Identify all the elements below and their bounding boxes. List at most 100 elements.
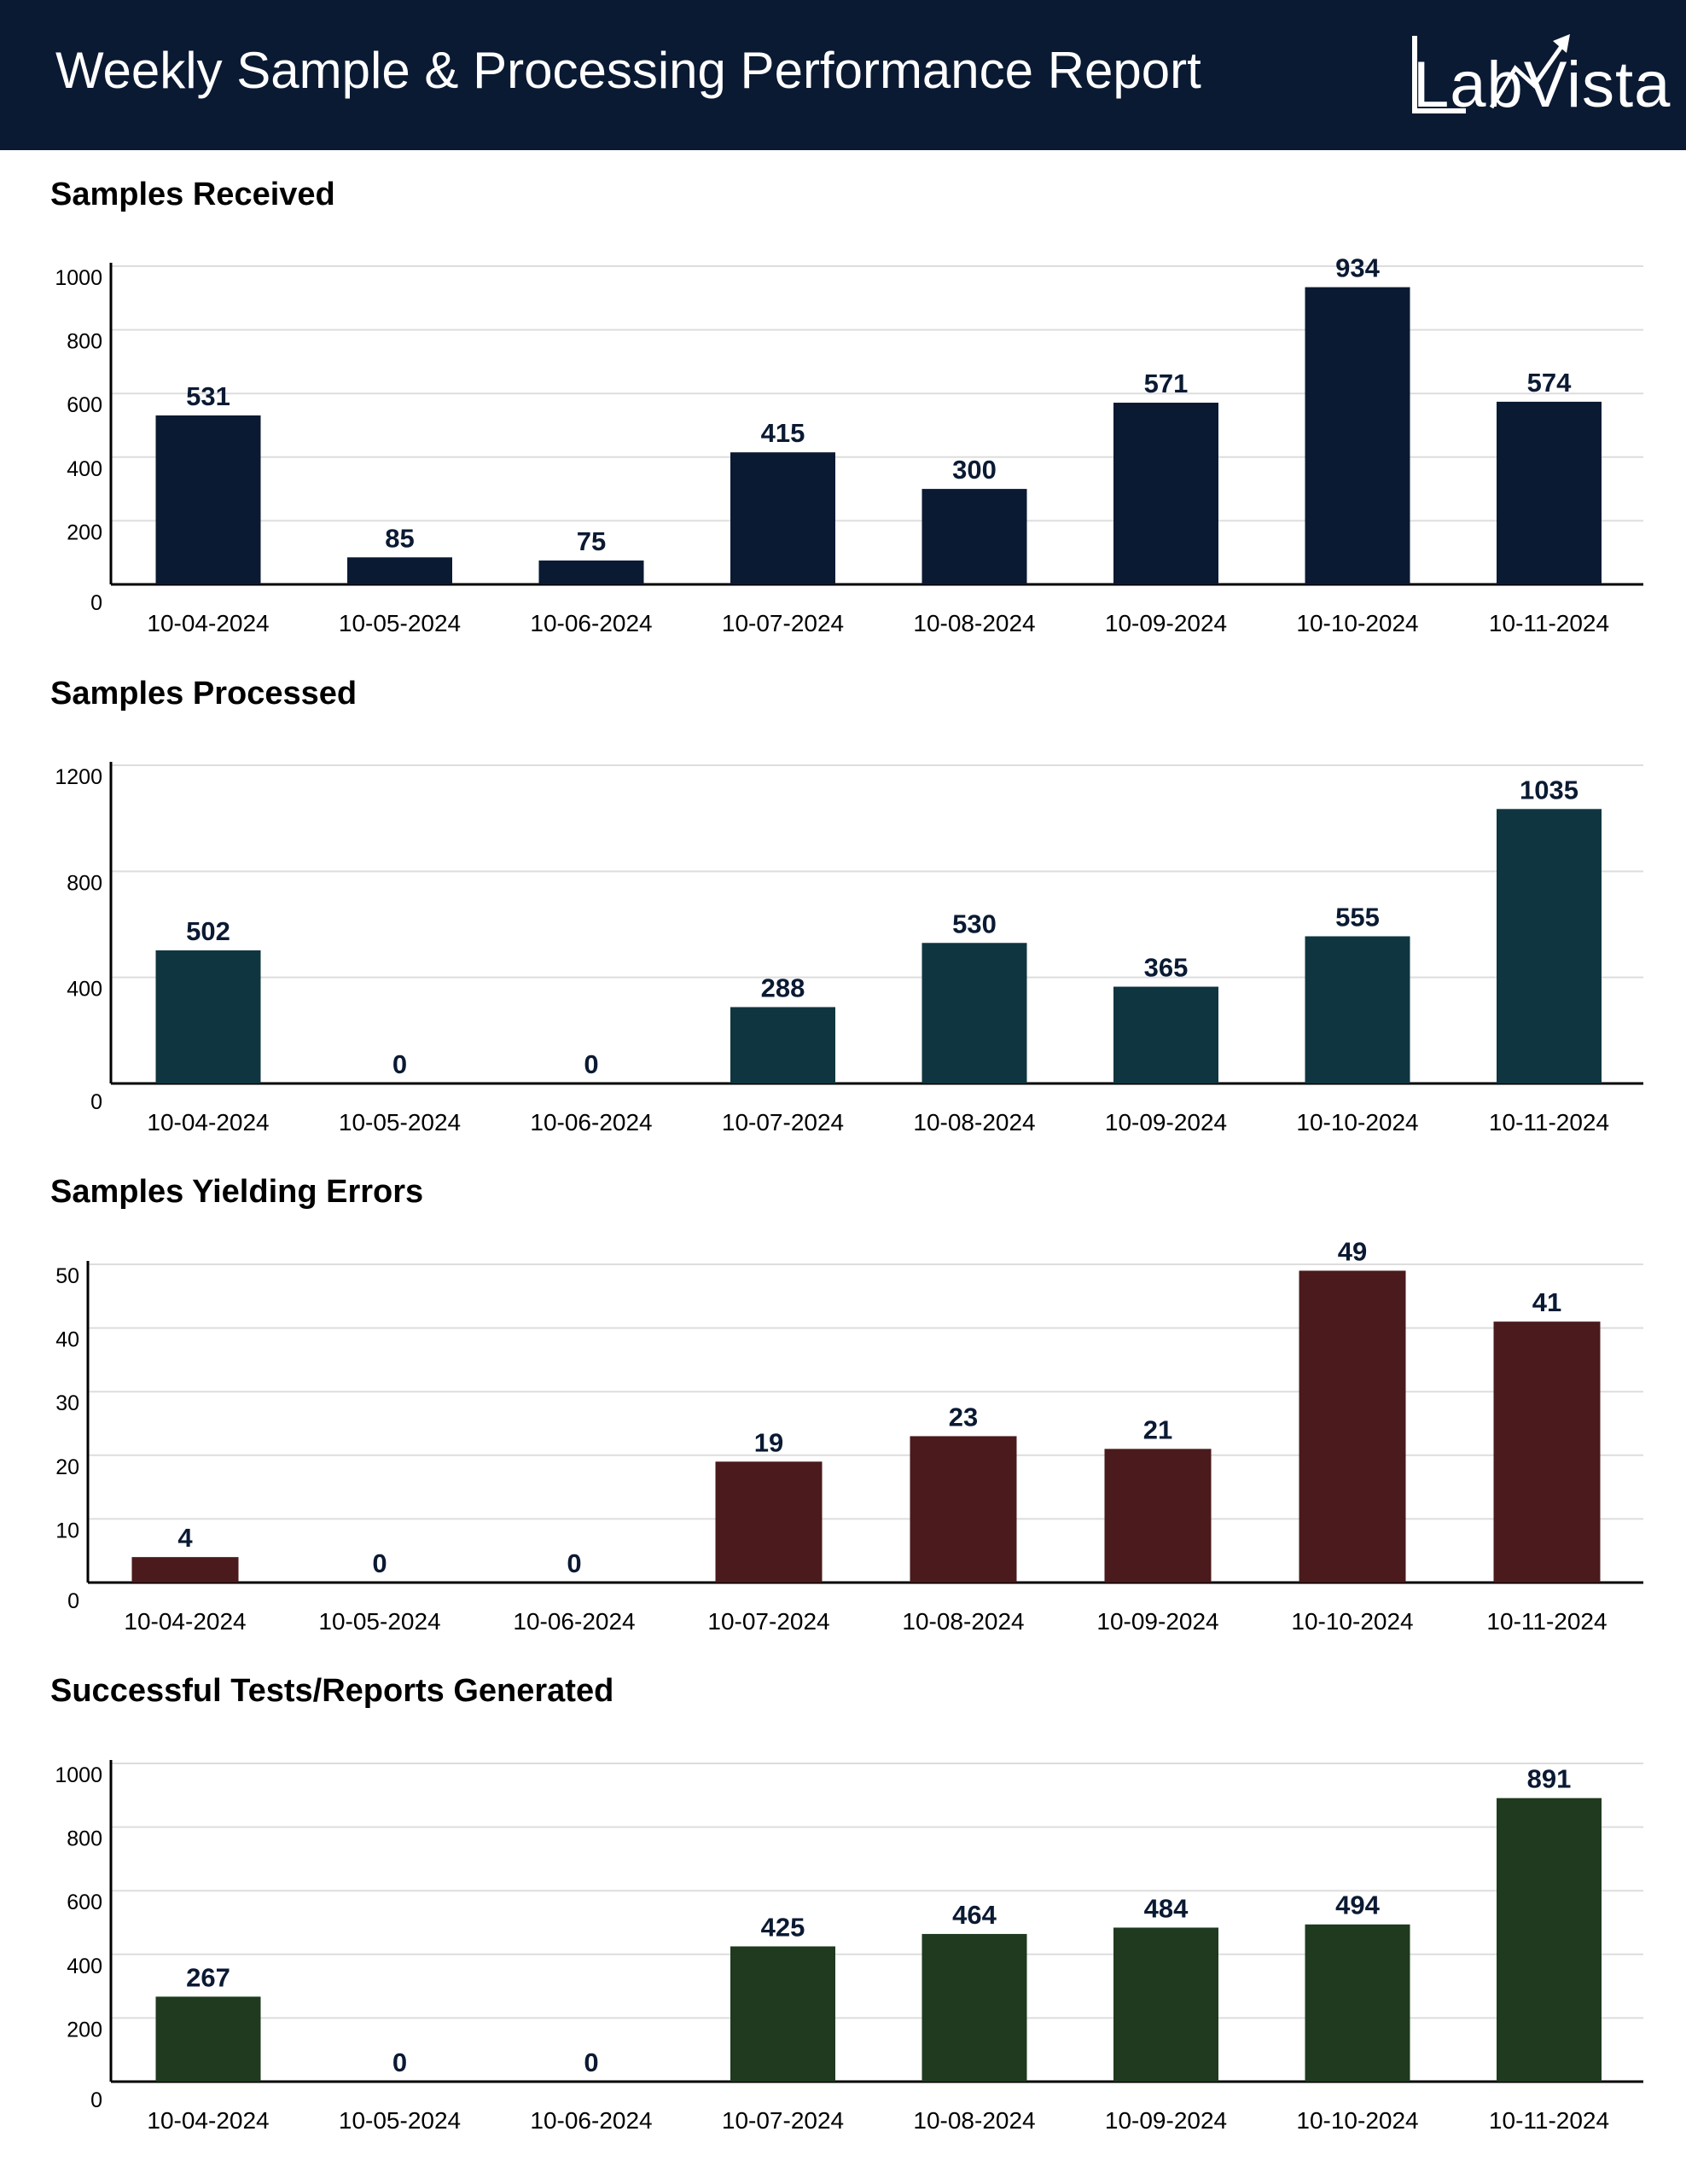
bar <box>910 1436 1017 1583</box>
y-tick-label: 600 <box>67 1891 102 1914</box>
x-tick-label: 10-06-2024 <box>513 1608 635 1635</box>
x-tick-label: 10-07-2024 <box>707 1608 829 1635</box>
bar-value-label: 502 <box>186 916 230 946</box>
y-tick-label: 1000 <box>55 266 102 290</box>
bar <box>1113 403 1218 584</box>
bar-value-label: 415 <box>761 418 805 448</box>
x-tick-label: 10-06-2024 <box>530 2107 652 2134</box>
bar-value-label: 934 <box>1335 253 1380 283</box>
x-tick-label: 10-06-2024 <box>530 1109 652 1136</box>
labvista-logo: LabVista <box>1406 26 1670 125</box>
bar-value-label: 0 <box>584 2048 598 2077</box>
y-tick-label: 50 <box>55 1264 79 1288</box>
y-tick-label: 40 <box>55 1328 79 1352</box>
x-tick-label: 10-10-2024 <box>1296 1109 1418 1136</box>
y-tick-label: 200 <box>67 2018 102 2042</box>
bar <box>1113 1927 1218 2082</box>
bar <box>921 489 1027 584</box>
y-tick-label: 600 <box>67 393 102 417</box>
x-tick-label: 10-10-2024 <box>1291 1608 1413 1635</box>
bar <box>1299 1270 1406 1583</box>
bar-value-label: 484 <box>1144 1893 1189 1923</box>
y-tick-label: 20 <box>55 1455 79 1479</box>
y-tick-label: 0 <box>90 591 102 615</box>
x-tick-label: 10-06-2024 <box>530 610 652 636</box>
x-tick-label: 10-07-2024 <box>722 1109 844 1136</box>
bar <box>1497 1798 1602 2082</box>
x-tick-label: 10-05-2024 <box>339 610 461 636</box>
y-tick-label: 0 <box>90 2088 102 2112</box>
bar <box>1497 809 1602 1083</box>
x-tick-label: 10-04-2024 <box>147 610 269 636</box>
logo-text: LabVista <box>1413 49 1671 121</box>
bar-value-label: 4 <box>177 1523 193 1553</box>
bar <box>155 1996 261 2082</box>
bar-value-label: 300 <box>952 455 997 485</box>
x-tick-label: 10-11-2024 <box>1489 610 1609 636</box>
y-tick-label: 0 <box>90 1090 102 1114</box>
bar-value-label: 571 <box>1144 369 1189 398</box>
x-tick-label: 10-07-2024 <box>722 2107 844 2134</box>
bar-value-label: 0 <box>392 2048 407 2077</box>
x-tick-label: 10-08-2024 <box>913 610 1035 636</box>
chart-title-successful-tests: Successful Tests/Reports Generated <box>50 1673 614 1709</box>
bar-value-label: 0 <box>567 1548 581 1578</box>
y-tick-label: 800 <box>67 330 102 354</box>
x-tick-label: 10-11-2024 <box>1489 2107 1609 2134</box>
y-tick-label: 800 <box>67 871 102 895</box>
bar-value-label: 891 <box>1527 1764 1572 1794</box>
y-tick-label: 400 <box>67 1955 102 1978</box>
x-tick-label: 10-04-2024 <box>124 1608 246 1635</box>
bar <box>131 1557 239 1583</box>
bar-value-label: 555 <box>1335 902 1380 932</box>
x-tick-label: 10-09-2024 <box>1105 2107 1227 2134</box>
bar-value-label: 75 <box>577 526 606 556</box>
bar-value-label: 494 <box>1335 1891 1380 1920</box>
chart-title-samples-received: Samples Received <box>50 177 335 212</box>
y-tick-label: 1000 <box>55 1763 102 1787</box>
chart-title-samples-yielding-errors: Samples Yielding Errors <box>50 1174 424 1210</box>
y-tick-label: 30 <box>55 1391 79 1415</box>
logo-mark <box>1412 34 1570 113</box>
bar-value-label: 21 <box>1143 1414 1172 1444</box>
x-tick-label: 10-04-2024 <box>147 1109 269 1136</box>
bar-value-label: 0 <box>392 1049 407 1079</box>
bar-value-label: 531 <box>186 381 230 411</box>
bar-value-label: 425 <box>761 1912 805 1942</box>
bar-value-label: 49 <box>1338 1236 1367 1266</box>
successful-tests-chart: 0 200 400 600 800 1000 267 10-04-2024 0 10-05-202… <box>55 1760 1643 2134</box>
bar <box>715 1461 823 1583</box>
bar-value-label: 365 <box>1144 953 1189 983</box>
bar-value-label: 23 <box>949 1402 978 1432</box>
bar-value-label: 85 <box>385 523 414 553</box>
bar <box>730 1007 835 1083</box>
y-tick-label: 800 <box>67 1827 102 1851</box>
x-tick-label: 10-08-2024 <box>902 1608 1024 1635</box>
bar <box>730 1946 835 2082</box>
bar-value-label: 41 <box>1532 1287 1561 1317</box>
bar <box>921 1933 1027 2082</box>
x-tick-label: 10-04-2024 <box>147 2107 269 2134</box>
report-header: Weekly Sample & Processing Performance R… <box>0 0 1686 150</box>
x-tick-label: 10-08-2024 <box>913 2107 1035 2134</box>
bar <box>538 561 644 584</box>
bar <box>1113 986 1218 1083</box>
bar <box>1497 401 1602 584</box>
x-tick-label: 10-05-2024 <box>318 1608 440 1635</box>
bar-value-label: 0 <box>584 1049 598 1079</box>
x-tick-label: 10-05-2024 <box>339 1109 461 1136</box>
bar <box>347 557 452 584</box>
bar-value-label: 464 <box>952 1900 997 1930</box>
x-tick-label: 10-11-2024 <box>1489 1109 1609 1136</box>
bar-value-label: 0 <box>372 1548 387 1578</box>
bar <box>1493 1321 1601 1583</box>
bar <box>1305 1924 1410 2082</box>
samples-yielding-errors-chart: 0 10 20 30 40 50 4 10-04-2024 0 10-05-2024 0 10-06-… <box>55 1236 1643 1635</box>
bar-value-label: 288 <box>761 973 805 1002</box>
x-tick-label: 10-07-2024 <box>722 610 844 636</box>
bar-value-label: 530 <box>952 909 997 938</box>
y-tick-label: 1200 <box>55 765 102 789</box>
y-tick-label: 0 <box>67 1589 79 1613</box>
samples-processed-chart: 0 400 800 1200 502 10-04-2024 0 10-05-2024 0 10-0… <box>55 762 1643 1136</box>
y-tick-label: 200 <box>67 520 102 544</box>
